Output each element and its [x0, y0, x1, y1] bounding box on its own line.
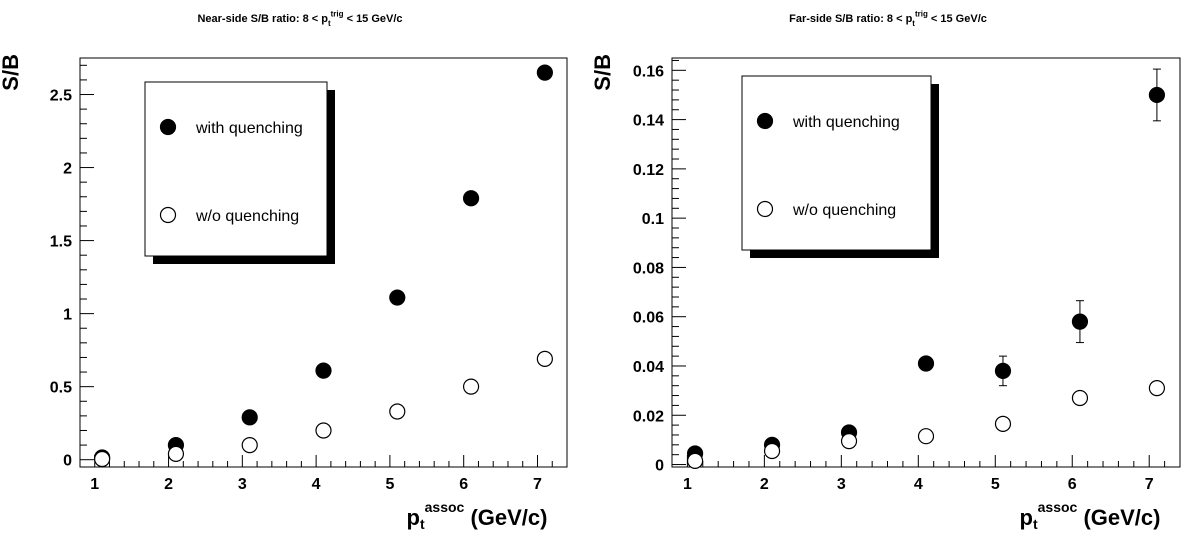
x-axis-label-tail: (GeV/c) — [464, 505, 547, 530]
legend-open-circle-marker — [159, 206, 177, 224]
data-point-with-quenching — [917, 355, 935, 372]
chart-title-tail: < 15 GeV/c — [928, 13, 987, 25]
data-point-without-quenching — [94, 450, 111, 468]
y-tick-label: 0.16 — [633, 63, 664, 80]
data-point-without-quenching — [1071, 389, 1089, 407]
x-tick-label: 5 — [991, 476, 1000, 493]
chart-title: Far-side S/B ratio: 8 < pttrig < 15 GeV/… — [789, 9, 987, 28]
y-tick-label: 0.14 — [633, 113, 664, 130]
x-axis-label: ptassoc (GeV/c) — [1020, 499, 1161, 532]
legend-entry-label: w/o quenching — [195, 208, 299, 225]
x-tick-label: 1 — [683, 476, 692, 493]
chart-panel-2: Far-side S/B ratio: 8 < pttrig < 15 GeV/… — [590, 9, 1181, 532]
x-axis-label: ptassoc (GeV/c) — [407, 499, 548, 532]
x-tick-label: 3 — [837, 476, 846, 493]
x-tick-label: 3 — [238, 476, 247, 493]
x-tick-label: 6 — [459, 476, 468, 493]
data-point-without-quenching — [536, 350, 553, 368]
data-point-without-quenching — [315, 422, 332, 439]
chart-title-scripts: ttrig — [328, 9, 344, 28]
legend-box — [144, 81, 328, 257]
x-tick-label: 2 — [164, 476, 173, 493]
chart-title-sup: trig — [915, 9, 928, 18]
chart-title: Near-side S/B ratio: 8 < pttrig < 15 GeV… — [197, 9, 402, 28]
y-tick-label: 0.02 — [633, 408, 664, 425]
x-tick-label: 5 — [385, 476, 394, 493]
data-point-without-quenching — [389, 403, 406, 420]
y-tick-label: 0.06 — [633, 310, 664, 327]
y-tick-label: 1.5 — [50, 234, 72, 251]
x-axis-label-sub: t — [1033, 516, 1038, 532]
legend-open-circle-marker — [756, 200, 774, 218]
chart-panel-1: Near-side S/B ratio: 8 < pttrig < 15 GeV… — [0, 9, 568, 532]
legend-entry-label: with quenching — [792, 114, 900, 131]
y-tick-label: 0.04 — [633, 359, 664, 376]
legend-filled-circle-marker — [159, 118, 177, 136]
x-axis-label-scripts: tassoc — [1033, 499, 1078, 532]
data-point-without-quenching — [917, 428, 935, 445]
x-axis-label-sup: assoc — [1038, 499, 1078, 515]
x-axis-label-tail: (GeV/c) — [1077, 505, 1160, 530]
chart-title-main: Near-side S/B ratio: 8 < p — [197, 13, 328, 25]
y-tick-label: 0.12 — [633, 162, 664, 179]
legend-entry-label: w/o quenching — [792, 202, 896, 219]
data-point-without-quenching — [1148, 380, 1166, 397]
legend-entry-label: with quenching — [195, 120, 303, 137]
data-point-without-quenching — [462, 378, 480, 395]
legend-filled-circle-marker — [756, 112, 774, 130]
data-point-with-quenching — [536, 64, 553, 81]
data-point-with-quenching — [1148, 86, 1166, 104]
y-axis-label: S/B — [0, 54, 23, 91]
y-tick-label: 0.1 — [642, 211, 664, 228]
data-point-with-quenching — [241, 409, 258, 426]
x-tick-label: 7 — [533, 476, 542, 493]
x-axis-label-sub: t — [420, 516, 425, 532]
data-point-without-quenching — [840, 433, 858, 450]
legend-box — [741, 75, 932, 251]
y-tick-label: 0 — [63, 453, 72, 470]
x-axis-label-main: p — [1020, 505, 1033, 530]
x-tick-label: 1 — [90, 476, 99, 493]
chart-title-sub: t — [328, 19, 331, 28]
data-point-without-quenching — [763, 442, 781, 460]
x-tick-label: 7 — [1145, 476, 1154, 493]
chart-title-main: Far-side S/B ratio: 8 < p — [789, 13, 912, 25]
data-point-without-quenching — [686, 452, 704, 469]
data-point-without-quenching — [241, 436, 258, 454]
y-tick-label: 2 — [63, 161, 72, 178]
x-tick-label: 6 — [1068, 476, 1077, 493]
plot-frame — [79, 57, 568, 468]
y-tick-label: 0.5 — [50, 380, 72, 397]
data-point-with-quenching — [389, 289, 406, 306]
data-point-with-quenching — [462, 190, 480, 207]
data-point-without-quenching — [994, 415, 1012, 432]
x-tick-label: 4 — [312, 476, 321, 493]
y-axis-label: S/B — [590, 54, 615, 91]
y-tick-label: 2.5 — [50, 88, 72, 105]
chart-title-sub: t — [912, 19, 915, 28]
x-axis-label-scripts: tassoc — [420, 499, 465, 532]
y-tick-label: 0.08 — [633, 260, 664, 277]
data-point-with-quenching — [994, 362, 1012, 380]
data-point-with-quenching — [315, 362, 332, 379]
chart-title-scripts: ttrig — [912, 9, 928, 28]
y-tick-label: 1 — [63, 307, 72, 324]
plot-frame — [671, 57, 1181, 468]
x-axis-label-sup: assoc — [425, 499, 465, 515]
x-tick-label: 4 — [914, 476, 923, 493]
chart-title-sup: trig — [331, 9, 344, 18]
x-tick-label: 2 — [760, 476, 769, 493]
data-point-with-quenching — [1071, 313, 1089, 330]
x-axis-label-main: p — [407, 505, 420, 530]
chart-title-tail: < 15 GeV/c — [344, 13, 403, 25]
y-tick-label: 0 — [655, 458, 664, 475]
data-point-without-quenching — [167, 445, 185, 462]
